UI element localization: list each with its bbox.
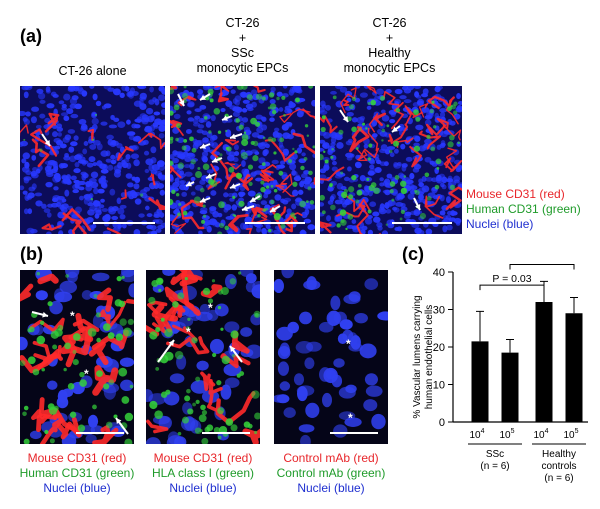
micrograph-b-hla-class-i: * * [146, 270, 260, 444]
y-axis-label: % Vascular lumens carryinghuman endothel… [412, 295, 435, 418]
panel-a-header-line: monocytic EPCs [196, 61, 289, 75]
legend-mouse-cd31: Mouse CD31 (red) [466, 187, 565, 201]
x-tick-label: 104 [533, 428, 548, 441]
group-name: SSc [486, 449, 504, 460]
bar [565, 313, 583, 422]
caption-line: Control mAb (red) [283, 451, 379, 465]
panel-b-caption-3: Control mAb (red) Control mAb (green) Nu… [266, 451, 396, 496]
asterisk-marker: * [84, 367, 89, 381]
micrograph-a-healthy-epcs [320, 86, 462, 234]
panel-a-header-line: CT-26 [372, 16, 407, 30]
panel-a-header-line: Healthy [368, 46, 411, 60]
asterisk-marker: * [346, 337, 351, 351]
group-name: controls [541, 461, 576, 472]
legend-human-cd31: Human CD31 (green) [466, 202, 581, 216]
group-name: Healthy [542, 449, 576, 460]
bar-chart: 0 10 20 30 40 % Vascular lumens carryinghuman… [412, 262, 588, 484]
caption-line: Nuclei (blue) [169, 481, 237, 495]
caption-line: Mouse CD31 (red) [27, 451, 127, 465]
asterisk-marker: * [186, 325, 191, 339]
micrograph-b-control-mab: * * [274, 270, 388, 444]
micrograph-b-human-cd31: * * [20, 270, 134, 444]
panel-a-header-line: + [238, 31, 247, 45]
significance-bracket [509, 264, 575, 270]
asterisk-marker: * [348, 411, 353, 425]
y-tick-label: 30 [433, 305, 445, 317]
panel-a-header-2: CT-26 + SSc monocytic EPCs [170, 16, 315, 76]
caption-line: Nuclei (blue) [43, 481, 111, 495]
caption-line: Control mAb (green) [276, 466, 386, 480]
panel-a-header-line: SSc [231, 46, 254, 60]
panel-b-label: (b) [20, 244, 43, 264]
y-tick-label: 0 [439, 417, 445, 429]
p-value-label: P = 0.03 [522, 262, 561, 265]
caption-line: Mouse CD31 (red) [153, 451, 253, 465]
group-n: (n = 6) [480, 461, 509, 472]
bar [535, 302, 553, 422]
panel-c-label: (c) [402, 244, 424, 264]
panel-a-label: (a) [20, 26, 42, 46]
y-tick-label: 40 [433, 267, 445, 279]
x-tick-label: 105 [499, 428, 514, 441]
caption-line: Human CD31 (green) [19, 466, 135, 480]
panel-a-header-3: CT-26 + Healthy monocytic EPCs [317, 16, 462, 76]
bar [471, 341, 489, 422]
y-tick-label: 20 [433, 342, 445, 354]
asterisk-marker: * [208, 301, 213, 315]
asterisk-marker: * [70, 309, 75, 323]
significance-bracket [479, 284, 545, 291]
panel-a-legend: Mouse CD31 (red) Human CD31 (green) Nucl… [466, 187, 600, 232]
micrograph-a-ct26-alone [20, 86, 165, 234]
caption-line: Nuclei (blue) [297, 481, 365, 495]
micrograph-a-ssc-epcs [170, 86, 315, 234]
x-tick-label: 105 [563, 428, 578, 441]
group-n: (n = 6) [544, 473, 573, 484]
caption-line: HLA class I (green) [151, 466, 255, 480]
panel-a-header-line: + [385, 31, 394, 45]
panel-a-header-line: CT-26 alone [58, 64, 127, 78]
panel-b-caption-2: Mouse CD31 (red) HLA class I (green) Nuc… [138, 451, 268, 496]
panel-a-header-line: CT-26 [225, 16, 260, 30]
p-value-label: P = 0.03 [492, 273, 531, 285]
panel-a-header-1: CT-26 alone [20, 64, 165, 79]
panel-a-header-line: monocytic EPCs [343, 61, 436, 75]
panel-b-caption-1: Mouse CD31 (red) Human CD31 (green) Nucl… [12, 451, 142, 496]
legend-nuclei: Nuclei (blue) [466, 217, 534, 231]
bar [501, 352, 519, 422]
y-tick-label: 10 [433, 380, 445, 392]
x-tick-label: 104 [469, 428, 484, 441]
